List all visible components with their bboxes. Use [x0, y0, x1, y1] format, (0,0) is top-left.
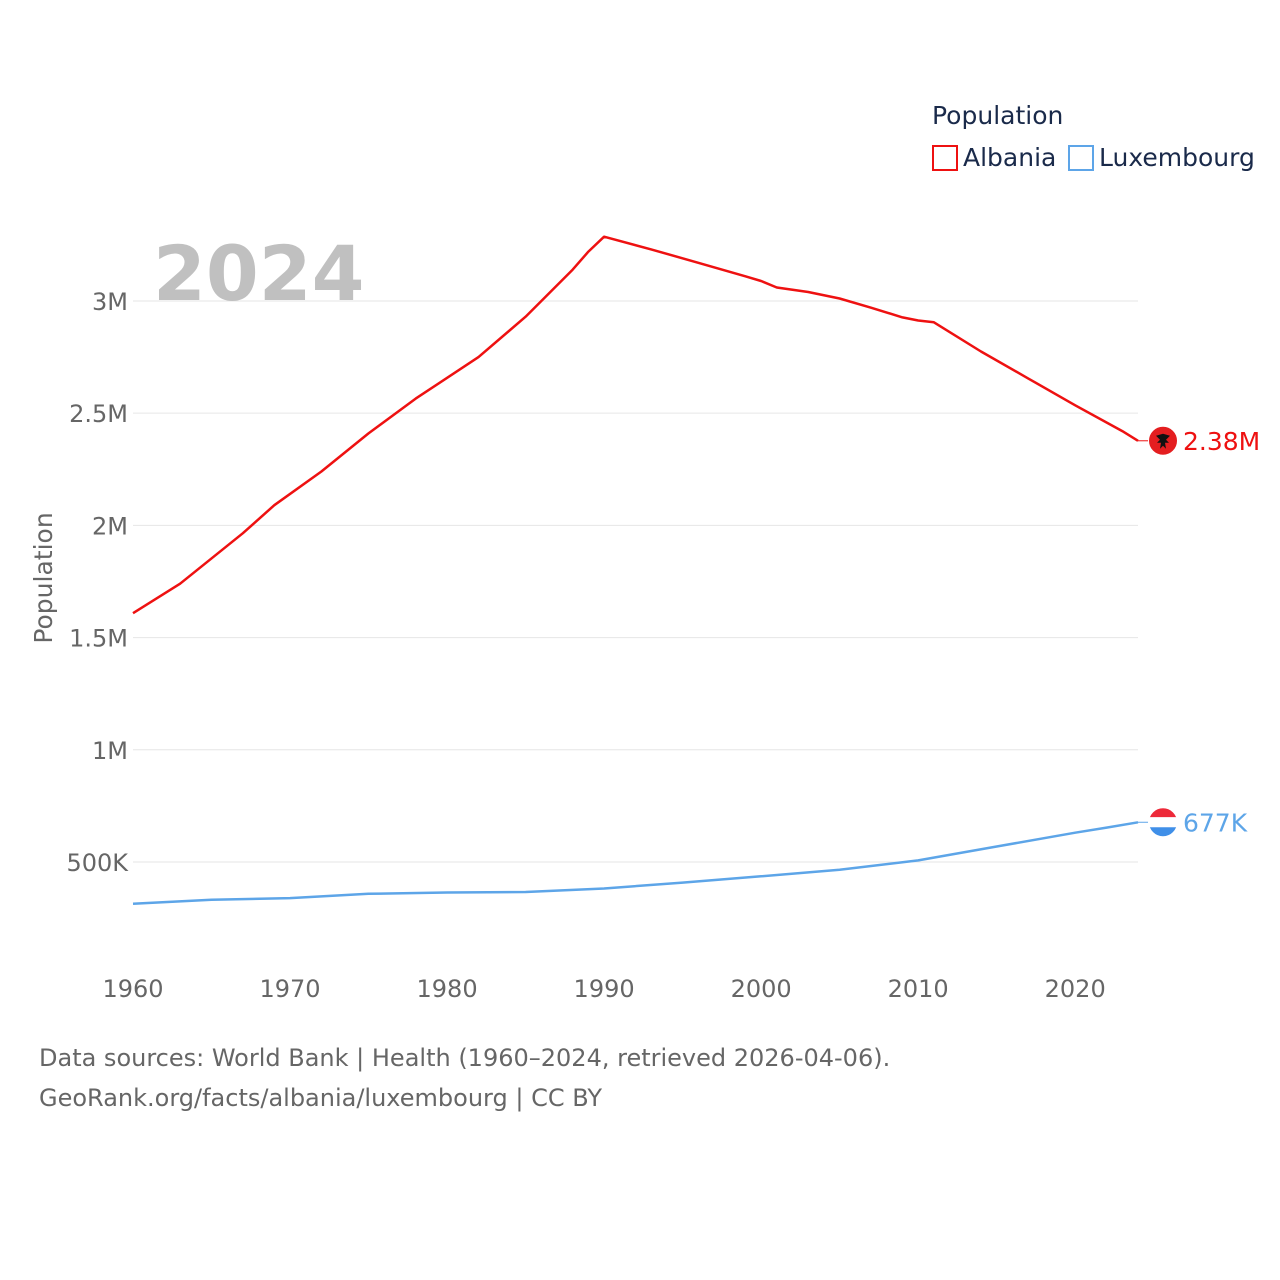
- series-end-markers: 2.38M 677K: [1138, 425, 1260, 838]
- x-tick-label: 1970: [259, 975, 320, 1003]
- legend-swatch-luxembourg[interactable]: [1068, 145, 1094, 171]
- series-line-luxembourg[interactable]: [132, 821, 1139, 905]
- y-tick-label: 500K: [66, 849, 129, 877]
- legend-label-luxembourg[interactable]: Luxembourg: [1099, 143, 1255, 172]
- legend: Population Albania Luxembourg: [932, 101, 1255, 172]
- x-tick-label: 1980: [417, 975, 478, 1003]
- y-axis-ticks: 500K 1M 1.5M 2M 2.5M 3M: [66, 288, 129, 877]
- albania-flag-icon: [1148, 425, 1178, 456]
- legend-title: Population: [932, 101, 1063, 130]
- grid-lines: [133, 300, 1138, 863]
- x-axis-ticks: 1960 1970 1980 1990 2000 2010 2020: [102, 975, 1105, 1003]
- line-chart: 500K 1M 1.5M 2M 2.5M 3M 1960 1970 1980 1990 2000 2…: [29, 101, 1260, 1003]
- x-tick-label: 2000: [731, 975, 792, 1003]
- x-tick-label: 1990: [574, 975, 635, 1003]
- y-tick-label: 2.5M: [69, 400, 128, 428]
- source-line-1: Data sources: World Bank | Health (1960–…: [39, 1044, 891, 1072]
- end-value-label-albania: 2.38M: [1183, 427, 1260, 456]
- luxembourg-flag-icon: [1148, 807, 1178, 838]
- series-line-albania[interactable]: [132, 235, 1139, 615]
- y-tick-label: 1.5M: [69, 625, 128, 653]
- x-tick-label: 1960: [102, 975, 163, 1003]
- legend-swatch-albania[interactable]: [932, 145, 958, 171]
- current-year-label: 2024: [153, 229, 365, 318]
- legend-label-albania[interactable]: Albania: [963, 143, 1056, 172]
- y-tick-label: 1M: [92, 737, 128, 765]
- source-line-2: GeoRank.org/facts/albania/luxembourg | C…: [39, 1084, 603, 1112]
- y-tick-label: 3M: [92, 288, 128, 316]
- x-tick-label: 2020: [1045, 975, 1106, 1003]
- end-value-label-luxembourg: 677K: [1183, 808, 1248, 837]
- x-tick-label: 2010: [888, 975, 949, 1003]
- y-axis-label: Population: [29, 512, 58, 643]
- y-tick-label: 2M: [92, 512, 128, 540]
- series-lines: [132, 235, 1139, 905]
